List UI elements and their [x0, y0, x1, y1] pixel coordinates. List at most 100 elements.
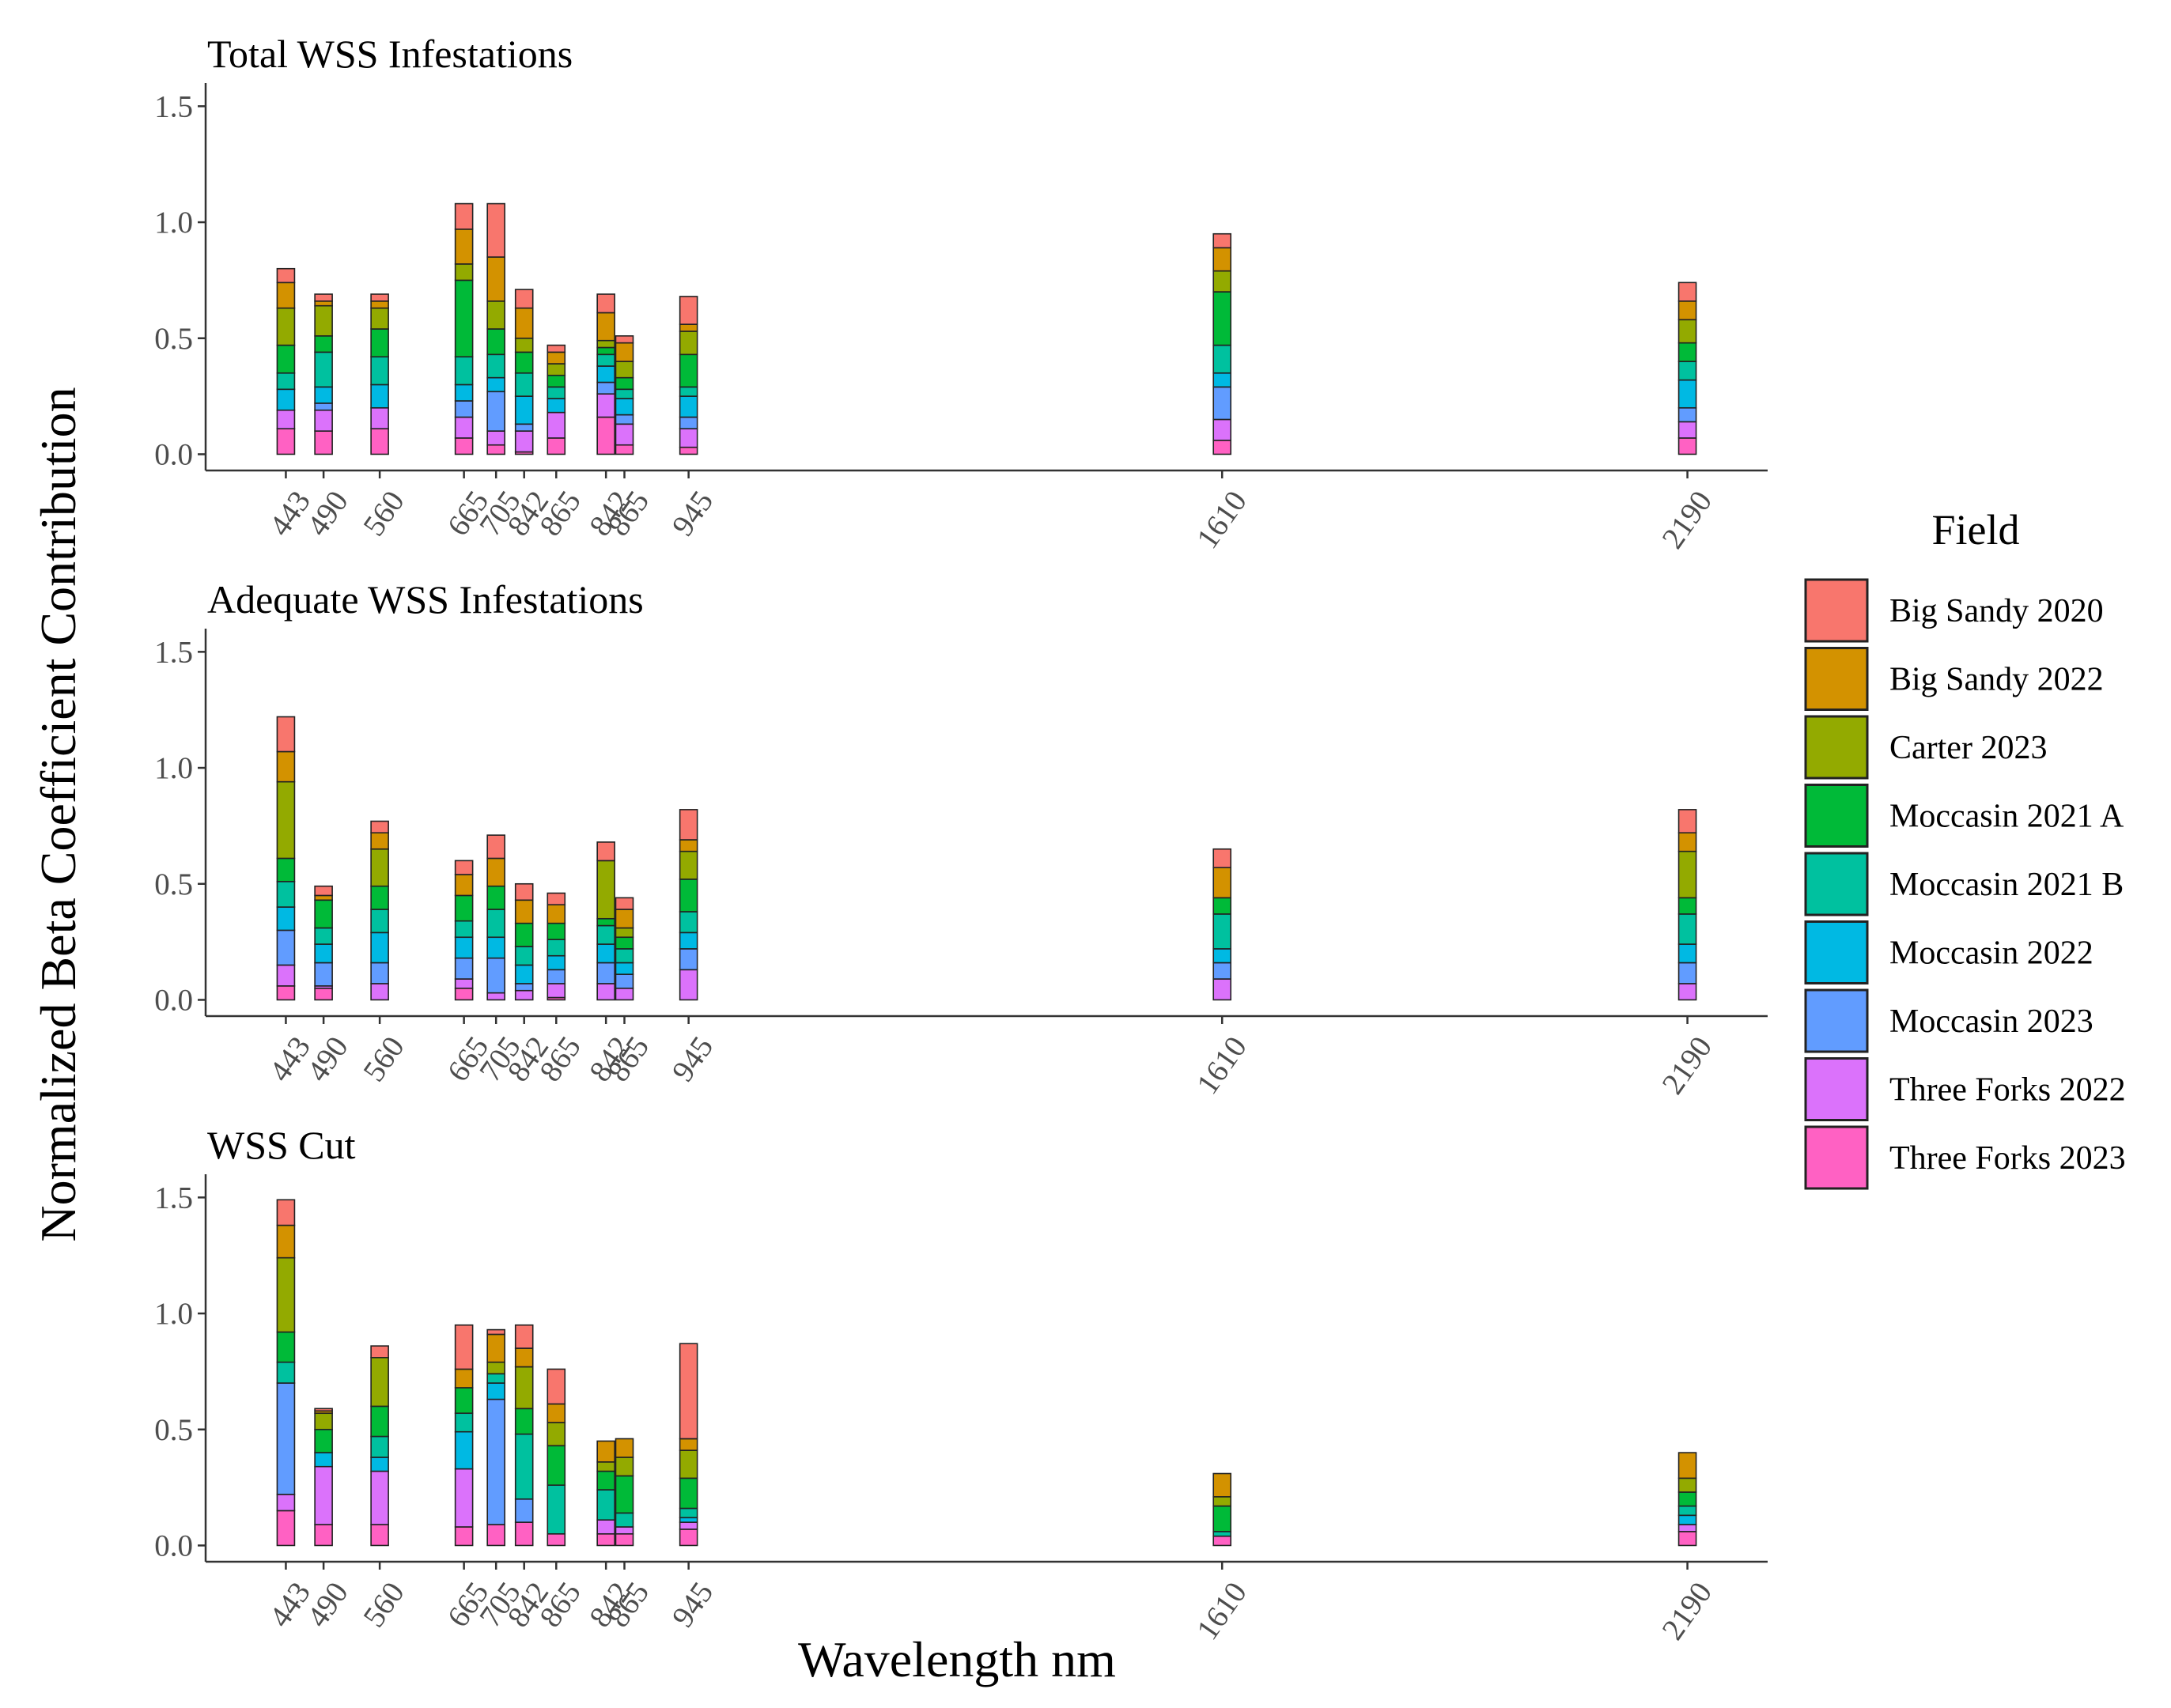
bar-segment — [454, 1526, 474, 1547]
legend-label: Three Forks 2022 — [1889, 1072, 2126, 1109]
legend-item: Big Sandy 2022 — [1804, 647, 2104, 711]
legend-key — [1804, 852, 1869, 916]
x-tick-label: 1610 — [1190, 1030, 1254, 1101]
bar-segment — [679, 1343, 698, 1440]
bar-segment — [276, 1224, 296, 1259]
bar-segment — [454, 1324, 474, 1370]
bar-segment — [615, 398, 634, 416]
legend-key — [1804, 578, 1869, 643]
bar-segment — [1677, 809, 1697, 834]
legend-key — [1804, 647, 1869, 711]
bar-segment — [679, 1477, 698, 1510]
bar-segment — [596, 353, 615, 367]
bar-segment — [615, 335, 634, 344]
legend-item: Big Sandy 2020 — [1804, 578, 2104, 643]
bar-segment — [596, 860, 615, 920]
bar-segment — [486, 857, 506, 887]
bar-segment — [1212, 867, 1232, 899]
bar-segment — [547, 969, 566, 984]
bar-segment — [514, 337, 534, 353]
panel-title: WSS Cut — [207, 1123, 356, 1167]
bar-segment — [454, 279, 474, 358]
bar-segment — [547, 386, 566, 399]
bar-segment — [514, 1366, 534, 1410]
panel-1: Total WSS Infestations0.00.51.01.5443490… — [154, 32, 1768, 555]
legend-label: Moccasin 2023 — [1889, 1003, 2093, 1040]
bar-segment — [596, 312, 615, 342]
bar-segment — [314, 1428, 333, 1453]
bar-segment — [679, 948, 698, 971]
bar-segment — [276, 985, 296, 1001]
bar-segment — [679, 323, 698, 332]
bar-segment — [486, 376, 506, 393]
bar-segment — [547, 1422, 566, 1447]
legend-key — [1804, 1057, 1869, 1121]
legend-item: Three Forks 2022 — [1804, 1057, 2126, 1121]
bar-segment — [1212, 1531, 1232, 1537]
bar-segment — [615, 423, 634, 446]
bar-segment — [370, 406, 389, 429]
bar-segment — [547, 904, 566, 924]
bar-segment — [547, 411, 566, 439]
bar-segment — [486, 256, 506, 302]
bar-segment — [1212, 372, 1232, 388]
bar-segment — [679, 353, 698, 388]
bar-segment — [276, 1494, 296, 1512]
bar-segment — [514, 1521, 534, 1547]
x-tick-label: 865 — [533, 1576, 588, 1634]
x-tick-label: 945 — [666, 485, 721, 542]
bar-segment — [486, 1373, 506, 1384]
bar-segment — [314, 1408, 333, 1412]
bar-segment — [454, 987, 474, 1001]
y-tick-label: 0.5 — [154, 867, 193, 901]
x-tick-label: 945 — [666, 1576, 721, 1634]
bar-segment — [615, 361, 634, 379]
bar-segment — [679, 331, 698, 356]
bar-segment — [1677, 437, 1697, 455]
bar-segment — [1212, 848, 1232, 869]
bar-segment — [454, 1430, 474, 1470]
bar-segment — [514, 289, 534, 309]
bar-segment — [596, 1519, 615, 1535]
bar-segment — [314, 885, 333, 897]
bar-segment — [486, 202, 506, 258]
bar-segment — [454, 1368, 474, 1389]
bar-segment — [454, 874, 474, 897]
bar-segment — [547, 437, 566, 455]
bar-segment — [486, 391, 506, 432]
bar-segment — [314, 1524, 333, 1547]
legend-label: Moccasin 2021 A — [1889, 799, 2124, 835]
bar-segment — [679, 446, 698, 455]
bar-segment — [1677, 832, 1697, 852]
bar-segment — [1677, 406, 1697, 423]
bar-segment — [486, 1524, 506, 1547]
bar-segment — [596, 943, 615, 964]
bar-segment — [1212, 440, 1232, 455]
bar-segment — [454, 384, 474, 402]
bar-segment — [596, 1440, 615, 1463]
bar-segment — [276, 929, 296, 966]
bar-segment — [1677, 943, 1697, 964]
x-tick-label: 490 — [301, 485, 355, 542]
bar-segment — [547, 954, 566, 971]
bar-segment — [370, 832, 389, 850]
bar-segment — [615, 909, 634, 929]
y-tick-label: 1.0 — [154, 206, 193, 240]
y-tick-label: 0.0 — [154, 1529, 193, 1563]
bar-segment — [454, 400, 474, 418]
bar-segment — [370, 428, 389, 455]
bar-segment — [370, 983, 389, 1001]
bar-segment — [486, 1328, 506, 1336]
bar-segment — [276, 906, 296, 931]
bar-segment — [679, 1438, 698, 1451]
x-tick-label: 1610 — [1190, 485, 1254, 555]
bar-segment — [1212, 247, 1232, 272]
y-tick-label: 1.5 — [154, 1181, 193, 1215]
bar-segment — [276, 372, 296, 391]
bar-segment — [1677, 962, 1697, 984]
bar-segment — [314, 899, 333, 929]
x-tick-label: 560 — [357, 1576, 411, 1634]
bar-segment — [370, 962, 389, 984]
bar-segment — [596, 917, 615, 927]
